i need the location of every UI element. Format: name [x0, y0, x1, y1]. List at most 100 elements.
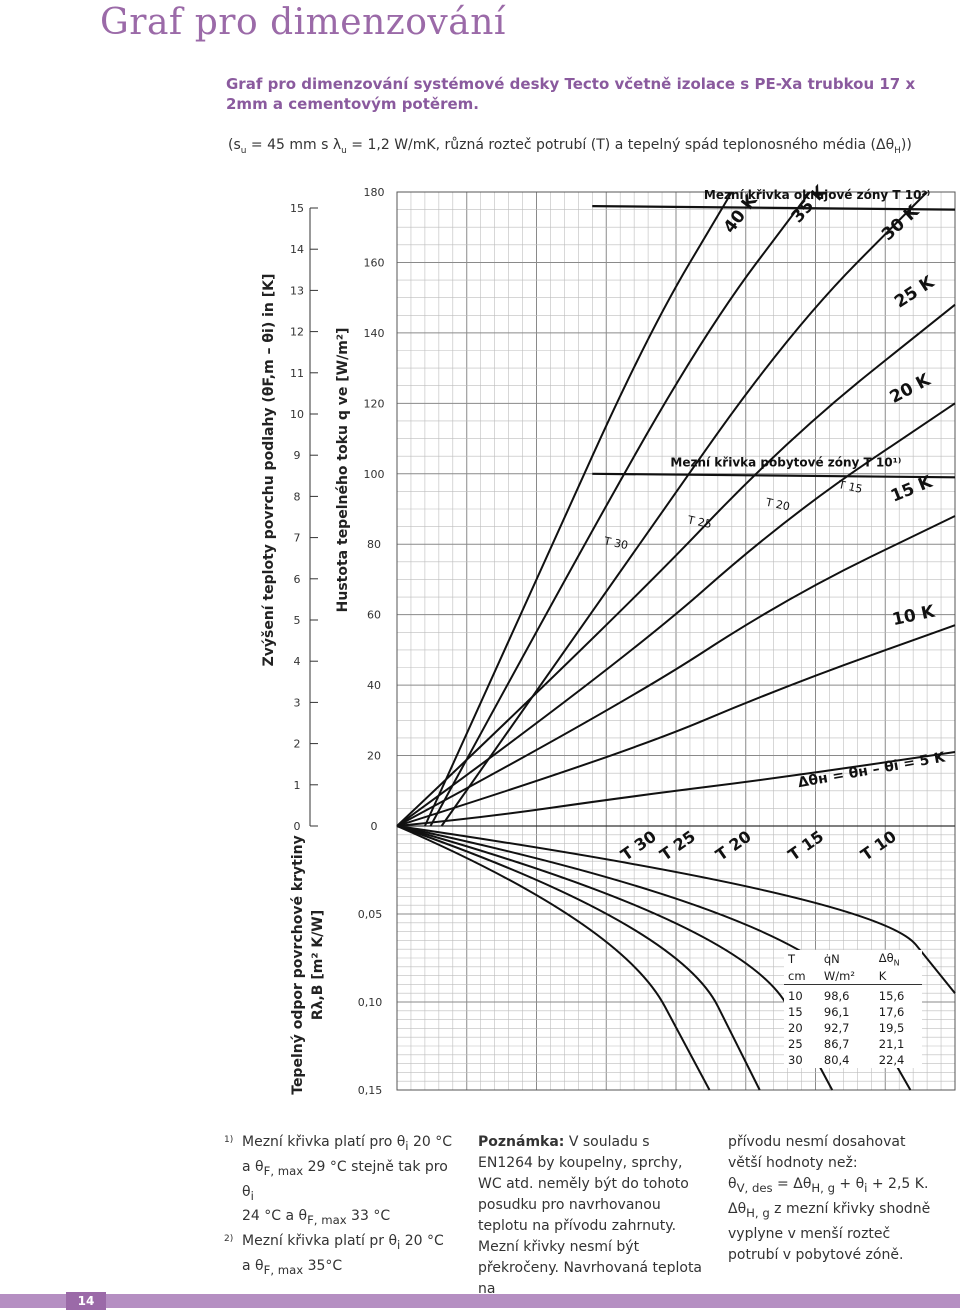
dt-tick-label: 12 [290, 326, 304, 339]
dt-tick-label: 3 [294, 696, 301, 709]
pitch-label: T 30 [602, 534, 629, 552]
footnote-mark: 2) [224, 1234, 234, 1245]
remark-label: Poznámka: [478, 1134, 565, 1150]
table-row: 25 86,7 21,1 [784, 1036, 922, 1052]
dt-tick-label: 8 [294, 490, 301, 503]
footer-bar [0, 1294, 960, 1308]
resistance-series-label: T 10 [857, 827, 900, 865]
plot-frame [396, 191, 956, 1091]
resistance-series-label: T 25 [656, 827, 699, 865]
delta-series-label: 10 K [891, 602, 938, 631]
table-row: 10 98,6 15,6 [784, 985, 922, 1005]
delta-series-line [396, 402, 956, 827]
resistance-series-line [396, 825, 761, 1091]
table-cell: 80,4 [823, 1053, 850, 1068]
delta-series-label: 25 K [891, 272, 938, 313]
delta-series-line [429, 191, 811, 827]
chart-axes: 1801601401201008060402001514131211109876… [261, 186, 385, 1097]
dt-tick-label: 6 [294, 573, 301, 586]
q-tick-label: 20 [367, 750, 381, 763]
delta-series-line [396, 303, 956, 827]
dimensioning-chart: 1801601401201008060402001514131211109876… [261, 181, 956, 1097]
limit-curve-label: Mezní křivka okrajové zóny T 10²⁾ [704, 188, 930, 202]
table-row: 15 96,1 17,6 [784, 1004, 922, 1020]
q-tick-label: 60 [367, 609, 381, 622]
q-tick-label: 0 [371, 820, 378, 833]
q-tick-label: 80 [367, 538, 381, 551]
footnote-2: Mezní křivka platí pr θi 20 °C a θF, max … [242, 1233, 444, 1277]
resistance-series-label: T 15 [785, 827, 828, 865]
design-table: T q̇N ΔθN cm W/m² K 10 98,6 15,6 15 96,1… [784, 950, 922, 1069]
pitch-label: T 20 [764, 495, 791, 513]
delta-series-line [423, 191, 733, 827]
limit-curve-line [592, 472, 956, 479]
footnote-1: Mezní křivka platí pro θi 20 °C a θF, max… [242, 1134, 453, 1228]
dt-tick-label: 1 [294, 779, 301, 792]
table-header-t: T [788, 952, 796, 967]
r-axis-title-1: Tepelný odpor povrchové krytiny [290, 835, 306, 1095]
r-tick-label: 0,15 [358, 1084, 383, 1097]
dt-tick-label: 5 [294, 614, 301, 627]
dt-tick-label: 14 [290, 243, 304, 256]
page-title: Graf pro dimenzování [100, 2, 506, 43]
resistance-series-line [396, 825, 956, 994]
table-cell: 98,6 [823, 989, 850, 1004]
chart-parameters: (su = 45 mm s λu = 1,2 W/mK, různá rozte… [228, 137, 912, 156]
table-unit-dt: K [874, 968, 922, 986]
table-cell: 10 [788, 989, 803, 1004]
dt-tick-label: 0 [294, 820, 301, 833]
table-header-q: q̇N [823, 952, 840, 967]
resistance-series-label: T 30 [617, 827, 660, 865]
table-row: 30 80,4 22,4 [784, 1052, 922, 1068]
table-header-dt: ΔθN [878, 951, 900, 968]
table-cell: 20 [788, 1021, 803, 1036]
q-tick-label: 160 [364, 256, 385, 269]
table-cell: 22,4 [878, 1053, 905, 1068]
delta-series-line [396, 624, 956, 827]
q-tick-label: 180 [364, 186, 385, 199]
dt-tick-label: 2 [294, 738, 301, 751]
table-cell: 86,7 [823, 1037, 850, 1052]
q-tick-label: 40 [367, 679, 381, 692]
resistance-series-line [396, 825, 834, 1091]
resistance-series-line [396, 825, 711, 1091]
table-cell: 96,1 [823, 1005, 850, 1020]
table-cell: 21,1 [878, 1037, 905, 1052]
dt-tick-label: 13 [290, 284, 304, 297]
remark-text: V souladu s EN1264 by koupelny, sprchy, … [478, 1134, 703, 1297]
table-cell: 19,5 [878, 1021, 905, 1036]
table-cell: 92,7 [823, 1021, 850, 1036]
delta-series-line [396, 751, 956, 827]
dt-tick-label: 15 [290, 202, 304, 215]
dt-tick-label: 4 [294, 655, 301, 668]
dt-axis-title: Zvýšení teploty povrchu podlahy (θF,m – … [261, 274, 277, 667]
remark: Poznámka: V souladu s EN1264 by koupelny… [478, 1132, 704, 1300]
page-number: 14 [66, 1292, 106, 1310]
q-tick-label: 100 [364, 468, 385, 481]
chart-grid [396, 191, 956, 1091]
r-tick-label: 0,05 [358, 908, 383, 921]
resistance-series-label: T 20 [712, 827, 755, 865]
limit-curve-label: Mezní křivka pobytové zóny T 10¹⁾ [670, 456, 901, 470]
r-axis-title-2: Rλ,B [m² K/W] [310, 910, 326, 1020]
table-cell: 15 [788, 1005, 803, 1020]
dt-tick-label: 9 [294, 449, 301, 462]
table-unit-t: cm [784, 968, 820, 986]
q-tick-label: 140 [364, 327, 385, 340]
chart-subtitle: Graf pro dimenzování systémové desky Tec… [226, 75, 916, 113]
q-tick-label: 120 [364, 397, 385, 410]
footnotes: 1) Mezní křivka platí pro θi 20 °C a θF, … [224, 1132, 464, 1281]
table-cell: 15,6 [878, 989, 905, 1004]
delta-series-line [396, 515, 956, 827]
remark-continued: přívodu nesmí dosahovat větší hodnoty ne… [728, 1134, 931, 1263]
dt-tick-label: 7 [294, 532, 301, 545]
table-cell: 30 [788, 1053, 803, 1068]
pitch-label: T 25 [686, 513, 713, 531]
dt-tick-label: 11 [290, 367, 304, 380]
q-axis-title: Hustota tepelného toku q ve [W/m²] [335, 328, 351, 613]
limit-curve-line [592, 205, 956, 211]
table-unit-q: W/m² [819, 968, 875, 986]
r-tick-label: 0,10 [358, 996, 383, 1009]
dt-tick-label: 10 [290, 408, 304, 421]
footnote-mark: 1) [224, 1135, 234, 1145]
